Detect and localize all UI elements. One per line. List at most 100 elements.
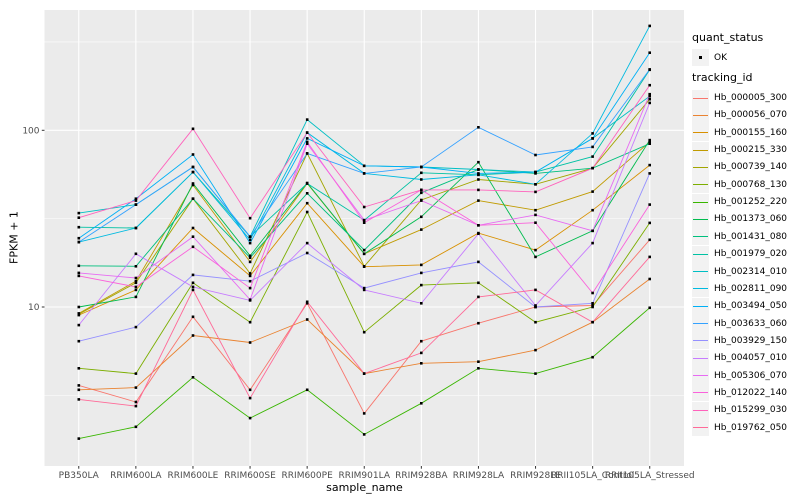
legend-key-box	[692, 193, 709, 211]
data-point	[591, 229, 594, 233]
legend-item-Hb_000056_070: Hb_000056_070	[692, 105, 787, 124]
data-point	[305, 300, 309, 304]
legend-key-box	[692, 332, 709, 350]
data-point	[534, 304, 537, 307]
legend-item-label: Hb_003494_050	[714, 301, 788, 312]
legend-key-box	[692, 49, 709, 66]
data-point	[134, 265, 138, 268]
data-point	[648, 140, 651, 144]
data-point	[77, 216, 81, 219]
data-point	[477, 126, 480, 129]
data-point	[420, 302, 423, 305]
data-point	[248, 256, 252, 259]
data-point	[77, 305, 81, 309]
legend-line-swatch	[693, 427, 708, 429]
data-point	[362, 205, 366, 209]
data-point	[134, 325, 138, 329]
legend-item-Hb_000155_160: Hb_000155_160	[692, 122, 787, 142]
x-axis-title: sample_name	[326, 481, 403, 494]
data-point	[591, 145, 594, 149]
data-point	[420, 362, 423, 365]
data-point	[648, 83, 651, 87]
data-point	[362, 372, 366, 375]
y-axis-title: FPKM + 1	[7, 211, 21, 264]
data-point	[191, 165, 195, 169]
data-point	[534, 221, 537, 224]
data-point	[477, 199, 480, 202]
x-tick-label: RRII105LA_Control	[551, 471, 634, 481]
data-point	[362, 164, 366, 168]
legend-line-swatch	[693, 253, 708, 255]
y-tick-label: 10	[28, 303, 40, 313]
data-point	[534, 248, 537, 252]
data-point	[248, 241, 252, 245]
data-point	[648, 97, 651, 101]
data-point	[362, 330, 366, 334]
data-point	[248, 286, 252, 290]
data-point	[305, 201, 309, 205]
data-point	[477, 232, 480, 235]
data-point	[420, 339, 423, 343]
legend-item-label: Hb_003633_060	[714, 318, 788, 329]
legend-item-label: Hb_001373_060	[714, 214, 788, 225]
x-tick-label: RRIM600LE	[168, 471, 219, 481]
legend-item-label: Hb_003929_150	[714, 335, 788, 346]
data-point	[648, 203, 651, 206]
x-tick-label: RRIM600SE	[224, 471, 276, 481]
data-point	[191, 170, 195, 174]
legend-item-Hb_001252_220: Hb_001252_220	[692, 192, 787, 211]
x-tick-label: PB350LA	[59, 471, 100, 481]
data-point	[477, 281, 480, 285]
data-point	[477, 260, 480, 264]
legend-item-label: Hb_000215_330	[714, 145, 788, 156]
data-point	[534, 213, 537, 217]
data-point	[134, 199, 138, 202]
data-point	[648, 101, 651, 105]
data-point	[191, 226, 195, 230]
legend-item-Hb_003633_060: Hb_003633_060	[692, 313, 788, 333]
legend-key-box	[692, 419, 709, 437]
legend-item-label: Hb_002811_090	[714, 283, 788, 294]
data-point	[134, 295, 138, 299]
data-point	[420, 165, 423, 169]
data-point	[191, 245, 195, 249]
data-point	[248, 254, 252, 258]
legend-key-box	[692, 367, 709, 385]
data-point	[191, 273, 195, 277]
data-point	[591, 305, 594, 309]
legend-key-box	[692, 89, 709, 107]
data-point	[362, 433, 366, 436]
data-point	[591, 355, 594, 359]
legend-key-box	[692, 263, 709, 280]
data-point	[420, 263, 423, 267]
data-point	[77, 271, 81, 275]
data-point	[362, 265, 366, 268]
legend-item-Hb_000005_300: Hb_000005_300	[692, 88, 787, 107]
data-point	[534, 320, 537, 324]
legend-item-label: Hb_015299_030	[714, 405, 788, 416]
data-point	[248, 279, 252, 283]
legend-item-label: Hb_000768_130	[714, 179, 788, 190]
data-point	[534, 170, 537, 174]
data-point	[134, 279, 138, 283]
legend-title-tracking-id: tracking_id	[692, 71, 753, 84]
legend-line-swatch	[693, 97, 708, 99]
data-point	[534, 255, 537, 259]
data-point	[477, 173, 480, 177]
legend-line-swatch	[693, 149, 708, 151]
data-point	[420, 215, 423, 219]
data-point	[134, 197, 138, 200]
data-point	[591, 166, 594, 170]
data-point	[648, 255, 651, 259]
data-point	[477, 367, 480, 370]
data-point	[591, 241, 594, 245]
data-point	[305, 302, 309, 305]
data-point	[648, 24, 651, 28]
legend-line-swatch	[693, 375, 708, 377]
legend-line-swatch	[693, 271, 708, 272]
data-point	[420, 271, 423, 275]
data-point	[191, 182, 195, 185]
data-point	[591, 208, 594, 212]
